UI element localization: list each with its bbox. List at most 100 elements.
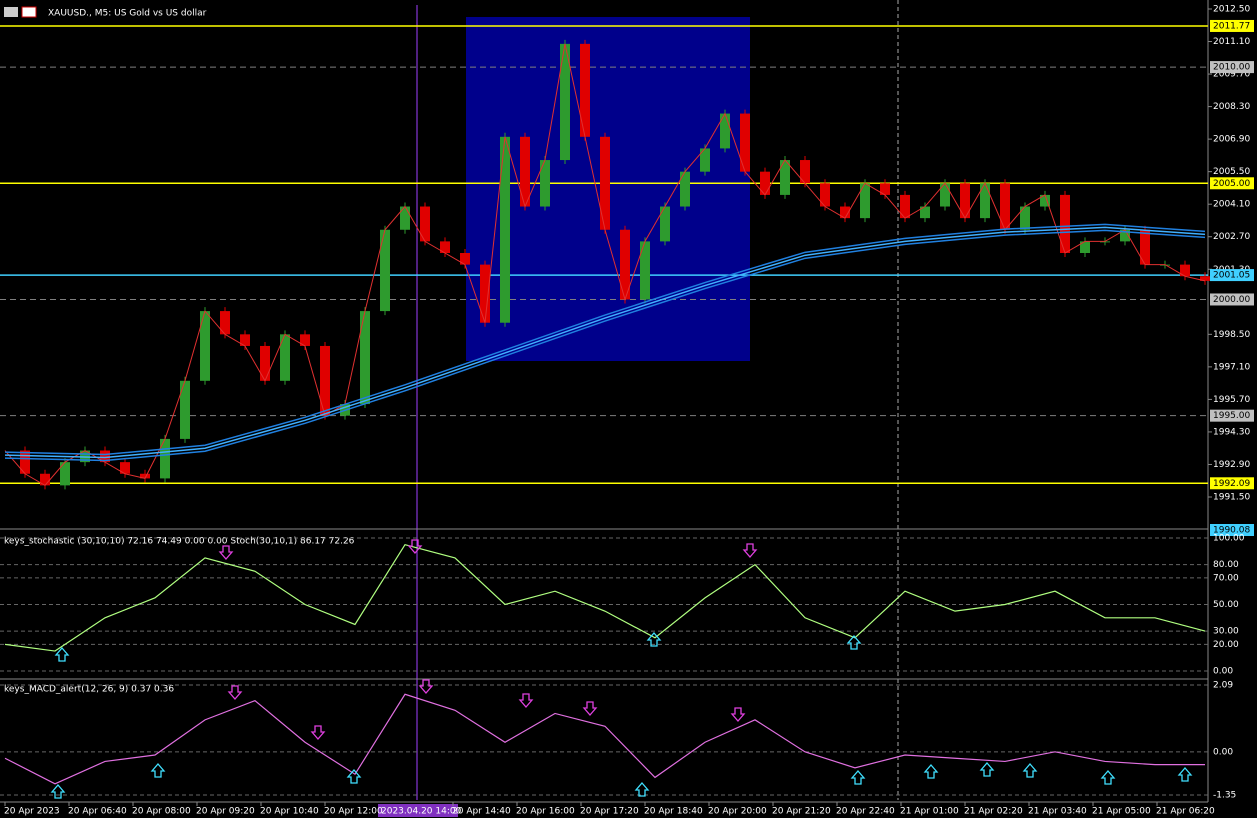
candle <box>840 206 850 219</box>
x-tick-label: 21 Apr 01:00 <box>900 807 959 817</box>
cursor-time: 2023.04.20 14:00 <box>381 807 462 817</box>
chart-title: XAUUSD., M5: US Gold vs US dollar <box>48 9 207 19</box>
signal-arrow <box>227 685 243 700</box>
stoch-label: keys_stochastic (30,10,10) 72.16 74.49 0… <box>4 537 355 547</box>
candle <box>780 160 790 195</box>
flag-icon <box>21 6 37 18</box>
x-tick-label: 20 Apr 17:20 <box>580 807 639 817</box>
indicator-line <box>4 543 1206 652</box>
candle <box>240 334 250 346</box>
signal-arrow <box>50 784 66 799</box>
x-tick-label: 20 Apr 09:20 <box>196 807 255 817</box>
cursor-time-box <box>378 804 458 817</box>
candle <box>420 206 430 242</box>
price-level-box <box>1210 477 1254 490</box>
candle <box>920 206 930 219</box>
price-level-label: 2005.00 <box>1213 179 1250 189</box>
candle <box>320 345 330 416</box>
candle <box>520 136 530 207</box>
x-tick-label: 20 Apr 16:00 <box>516 807 575 817</box>
y-tick-label: 2012.50 <box>1213 5 1250 15</box>
x-tick-label: 20 Apr 18:40 <box>644 807 703 817</box>
signal-arrow <box>850 770 866 785</box>
y-tick-label: 2004.10 <box>1213 200 1250 210</box>
candle <box>1200 276 1210 281</box>
candle <box>300 334 310 346</box>
candle <box>280 334 290 381</box>
x-tick-label: 20 Apr 14:40 <box>452 807 511 817</box>
candle <box>180 380 190 439</box>
moving-average <box>4 226 1206 459</box>
y-tick-label: 2008.30 <box>1213 102 1250 112</box>
candle <box>940 183 950 207</box>
price-level-label: 2011.77 <box>1213 21 1250 31</box>
x-tick-label: 20 Apr 08:00 <box>132 807 191 817</box>
candle <box>440 241 450 253</box>
candle <box>1180 264 1190 277</box>
signal-arrow <box>218 545 234 560</box>
signal-arrow <box>346 769 362 784</box>
price-level-label: 2010.00 <box>1213 63 1250 73</box>
candle <box>1140 229 1150 265</box>
y-tick-label: 50.00 <box>1213 600 1239 610</box>
candle <box>1000 183 1010 230</box>
price-level-box <box>1210 409 1254 422</box>
candle <box>260 345 270 381</box>
y-tick-label: 1992.90 <box>1213 460 1250 470</box>
candle <box>400 206 410 230</box>
x-tick-label: 20 Apr 10:40 <box>260 807 319 817</box>
signal-arrow <box>634 782 650 797</box>
price-level-label: 1990.08 <box>1213 525 1250 535</box>
candle <box>140 473 150 479</box>
candle <box>1020 206 1030 230</box>
x-tick-label: 21 Apr 05:00 <box>1092 807 1151 817</box>
macd-label: keys_MACD_alert(12, 26, 9) 0.37 0.36 <box>4 685 174 695</box>
price-level-box <box>1210 61 1254 74</box>
price-level-box <box>1210 269 1254 282</box>
menu-icon[interactable] <box>4 7 18 17</box>
signal-arrow <box>742 543 758 558</box>
y-tick-label: 100.00 <box>1213 534 1245 544</box>
signal-arrow <box>1022 763 1038 778</box>
signal-arrow <box>54 647 70 662</box>
signal-arrow <box>407 539 423 554</box>
candle <box>120 462 130 474</box>
price-level-box <box>1210 523 1254 536</box>
price-level-box <box>1210 293 1254 306</box>
candle <box>100 450 110 463</box>
price-level-label: 1995.00 <box>1213 411 1250 421</box>
candle <box>200 311 210 381</box>
y-tick-label: 2011.10 <box>1213 37 1250 47</box>
indicator-line <box>4 693 1205 785</box>
candle <box>220 311 230 335</box>
candle <box>60 462 70 486</box>
signal-arrow <box>846 635 862 650</box>
signal-arrow <box>730 707 746 722</box>
y-tick-label: 0.00 <box>1213 667 1233 677</box>
signal-arrow <box>646 632 662 647</box>
y-tick-label: 0.00 <box>1213 747 1233 757</box>
candle <box>1060 194 1070 253</box>
y-tick-label: 1994.30 <box>1213 427 1250 437</box>
candle <box>760 171 770 195</box>
signal-arrow <box>418 679 434 694</box>
candle <box>680 171 690 207</box>
y-tick-label: 2002.70 <box>1213 232 1250 242</box>
candle <box>380 229 390 312</box>
x-tick-label: 20 Apr 22:40 <box>836 807 895 817</box>
x-tick-label: 21 Apr 06:20 <box>1156 807 1215 817</box>
signal-arrow <box>310 725 326 740</box>
candle <box>860 183 870 219</box>
x-tick-label: 21 Apr 02:20 <box>964 807 1023 817</box>
candle <box>20 450 30 474</box>
candle <box>1120 229 1130 242</box>
candle <box>700 148 710 172</box>
signal-arrow <box>979 762 995 777</box>
candle <box>500 136 510 323</box>
x-tick-label: 20 Apr 20:00 <box>708 807 767 817</box>
signal-arrow <box>150 763 166 778</box>
candle <box>560 43 570 161</box>
y-tick-label: 80.00 <box>1213 560 1239 570</box>
signal-arrow <box>518 693 534 708</box>
candle <box>1040 194 1050 207</box>
